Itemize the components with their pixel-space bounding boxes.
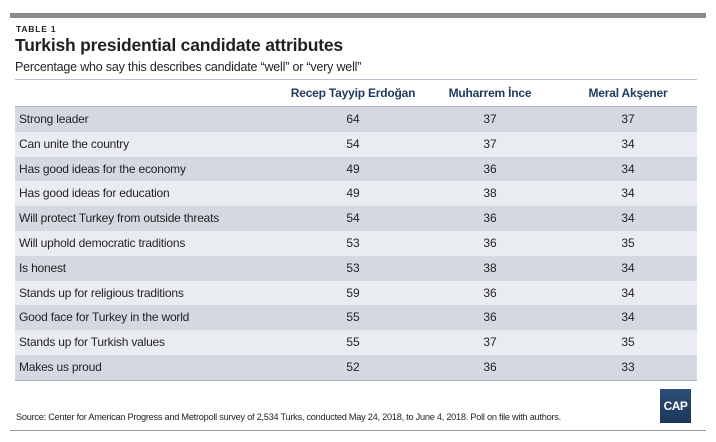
cell-aksener: 33 xyxy=(621,359,635,374)
cell-aksener: 34 xyxy=(621,211,635,226)
cell-aksener: 34 xyxy=(621,310,635,325)
cell-ince: 37 xyxy=(483,112,497,126)
cell-aksener: 37 xyxy=(621,112,635,126)
table-row: Is honest 53 38 34 xyxy=(15,255,697,281)
attributes-table: Recep Tayyip Erdoğan Muharrem İnce Meral… xyxy=(15,80,697,381)
cell-ince: 36 xyxy=(483,235,497,250)
table-header-row: Recep Tayyip Erdoğan Muharrem İnce Meral… xyxy=(15,80,697,107)
table-row: Has good ideas for education 49 38 34 xyxy=(15,181,697,207)
cell-erdogan: 59 xyxy=(346,285,360,300)
cell-erdogan: 55 xyxy=(346,335,360,350)
cell-aksener: 34 xyxy=(621,260,635,275)
table-row: Stands up for religious traditions 59 36 34 xyxy=(15,280,697,306)
top-divider-bar xyxy=(10,13,706,18)
cell-aksener: 34 xyxy=(621,186,635,201)
column-header-erdogan: Recep Tayyip Erdoğan xyxy=(290,86,416,100)
row-label: Stands up for Turkish values xyxy=(19,335,165,350)
cap-logo: CAP xyxy=(660,389,691,423)
cap-logo-text: CAP xyxy=(663,399,688,413)
cell-erdogan: 49 xyxy=(346,161,360,176)
row-label: Will uphold democratic traditions xyxy=(19,235,186,250)
table-row: Will uphold democratic traditions 53 36 35 xyxy=(15,230,697,256)
cell-erdogan: 53 xyxy=(346,260,360,275)
cell-aksener: 35 xyxy=(621,235,635,250)
row-label: Will protect Turkey from outside threats xyxy=(19,211,220,226)
cell-ince: 36 xyxy=(483,359,497,374)
table-row: Stands up for Turkish values 55 37 35 xyxy=(15,330,697,355)
cell-erdogan: 64 xyxy=(346,112,360,126)
cell-ince: 37 xyxy=(483,136,497,151)
cell-ince: 36 xyxy=(483,285,497,300)
table-row: Can unite the country 54 37 34 xyxy=(15,131,697,157)
bottom-divider xyxy=(10,430,706,431)
table-subtitle: Percentage who say this describes candid… xyxy=(15,60,362,74)
table-title: Turkish presidential candidate attribute… xyxy=(15,35,343,55)
table-body: Strong leader 64 37 37 Can unite the country… xyxy=(15,107,697,381)
cell-aksener: 34 xyxy=(621,136,635,151)
cell-erdogan: 54 xyxy=(346,211,360,226)
table-row: Good face for Turkey in the world 55 36 34 xyxy=(15,305,697,331)
cell-ince: 38 xyxy=(483,260,497,275)
column-header-aksener: Meral Akşener xyxy=(588,86,668,100)
cell-ince: 36 xyxy=(483,161,497,176)
cell-aksener: 35 xyxy=(621,335,635,350)
table-kicker: TABLE 1 xyxy=(16,24,57,34)
source-note: Source: Center for American Progress and… xyxy=(16,412,561,422)
row-label: Makes us proud xyxy=(19,359,102,374)
header-divider xyxy=(15,79,697,80)
cell-erdogan: 52 xyxy=(346,359,360,374)
table-row: Will protect Turkey from outside threats… xyxy=(15,206,697,231)
cell-ince: 36 xyxy=(483,211,497,226)
table-row: Has good ideas for the economy 49 36 34 xyxy=(15,156,697,182)
row-label: Has good ideas for the economy xyxy=(19,161,186,176)
table-row: Strong leader 64 37 37 xyxy=(15,107,697,132)
cell-erdogan: 55 xyxy=(346,310,360,325)
column-header-ince: Muharrem İnce xyxy=(448,86,532,100)
cell-ince: 36 xyxy=(483,310,497,325)
row-label: Is honest xyxy=(19,260,66,275)
cell-erdogan: 54 xyxy=(346,136,360,151)
table-row: Makes us proud 52 36 33 xyxy=(15,354,697,381)
cell-erdogan: 49 xyxy=(346,186,360,201)
row-label: Has good ideas for education xyxy=(19,186,170,201)
row-label: Strong leader xyxy=(19,112,89,126)
row-label: Stands up for religious traditions xyxy=(19,285,184,300)
cell-erdogan: 53 xyxy=(346,235,360,250)
row-label: Can unite the country xyxy=(19,136,129,151)
cell-aksener: 34 xyxy=(621,285,635,300)
cell-ince: 38 xyxy=(483,186,497,201)
row-label: Good face for Turkey in the world xyxy=(19,310,190,325)
cell-ince: 37 xyxy=(483,335,497,350)
cell-aksener: 34 xyxy=(621,161,635,176)
